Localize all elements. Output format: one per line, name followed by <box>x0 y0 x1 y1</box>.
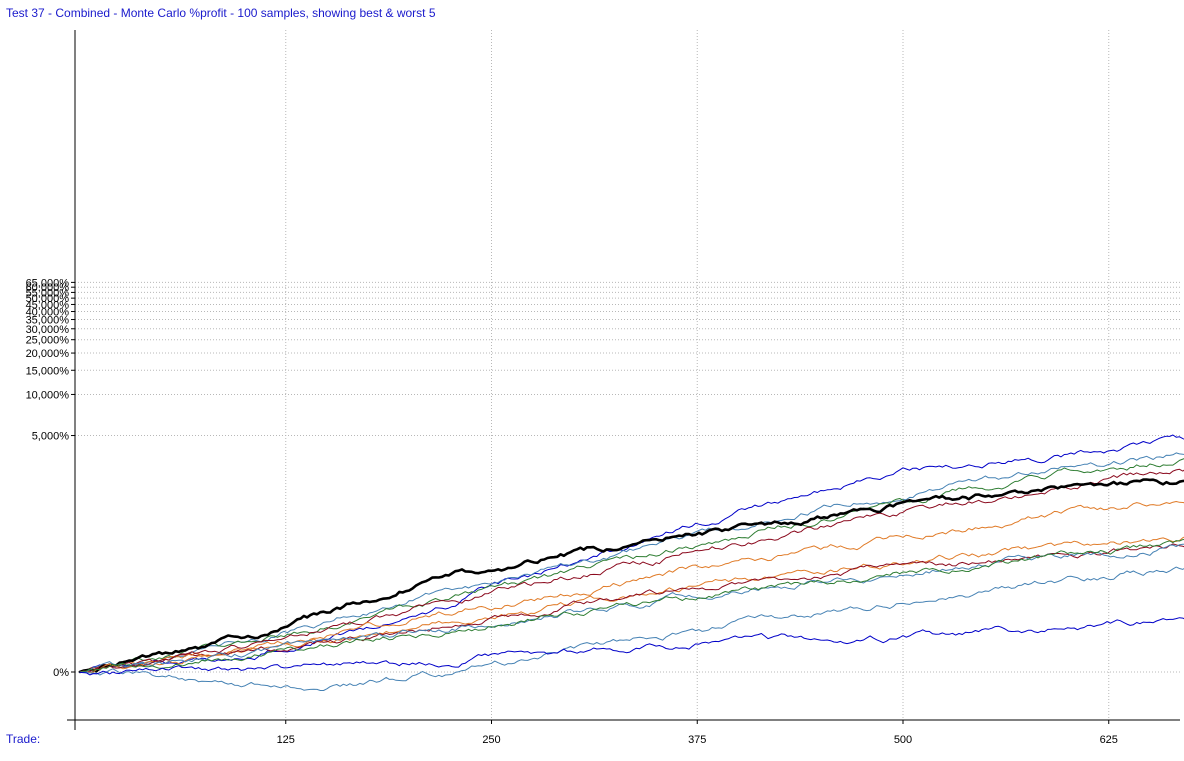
x-tick-label: 125 <box>277 734 295 746</box>
y-tick-label: 45,000% <box>26 299 70 311</box>
x-axis-label: Trade: <box>6 732 41 746</box>
y-tick-label: 25,000% <box>26 335 70 347</box>
x-tick-label: 375 <box>688 734 706 746</box>
y-tick-label: 50,000% <box>26 293 70 305</box>
y-tick-label: 65,000% <box>26 277 70 289</box>
y-tick-label: 15,000% <box>26 365 70 377</box>
series-layer <box>78 434 1184 691</box>
y-tick-label: 40,000% <box>26 307 70 319</box>
axes-layer <box>67 30 1180 730</box>
y-tick-label: 35,000% <box>26 315 70 327</box>
series-line <box>79 543 1184 673</box>
y-tick-label: 60,000% <box>26 282 70 294</box>
x-tick-label: 500 <box>894 734 912 746</box>
x-tick-label: 250 <box>482 734 500 746</box>
y-tick-label: 10,000% <box>26 389 70 401</box>
series-line <box>79 538 1184 673</box>
y-tick-label: 5,000% <box>32 431 70 443</box>
series-line <box>79 501 1184 673</box>
series-line <box>79 543 1184 673</box>
y-tick-label: 0% <box>53 667 69 679</box>
series-line <box>79 468 1184 673</box>
series-line <box>79 566 1184 691</box>
x-tick-label: 625 <box>1100 734 1118 746</box>
chart-title: Test 37 - Combined - Monte Carlo %profit… <box>6 6 436 20</box>
y-tick-layer: 0% 5,000% 10,000% 15,000% 20,000%25,000%30,0… <box>26 277 70 679</box>
series-line <box>79 458 1184 673</box>
series-line <box>79 434 1184 672</box>
series-line-median <box>78 478 1184 674</box>
x-tick-layer: 1252503755006257508751,0001,1251,250 <box>277 734 1118 746</box>
y-tick-label: 30,000% <box>26 324 70 336</box>
series-line <box>79 452 1184 672</box>
series-line <box>79 617 1184 676</box>
grid-layer <box>75 30 1180 720</box>
series-line <box>79 536 1184 674</box>
y-tick-label: 55,000% <box>26 287 70 299</box>
y-tick-label: 20,000% <box>26 348 70 360</box>
